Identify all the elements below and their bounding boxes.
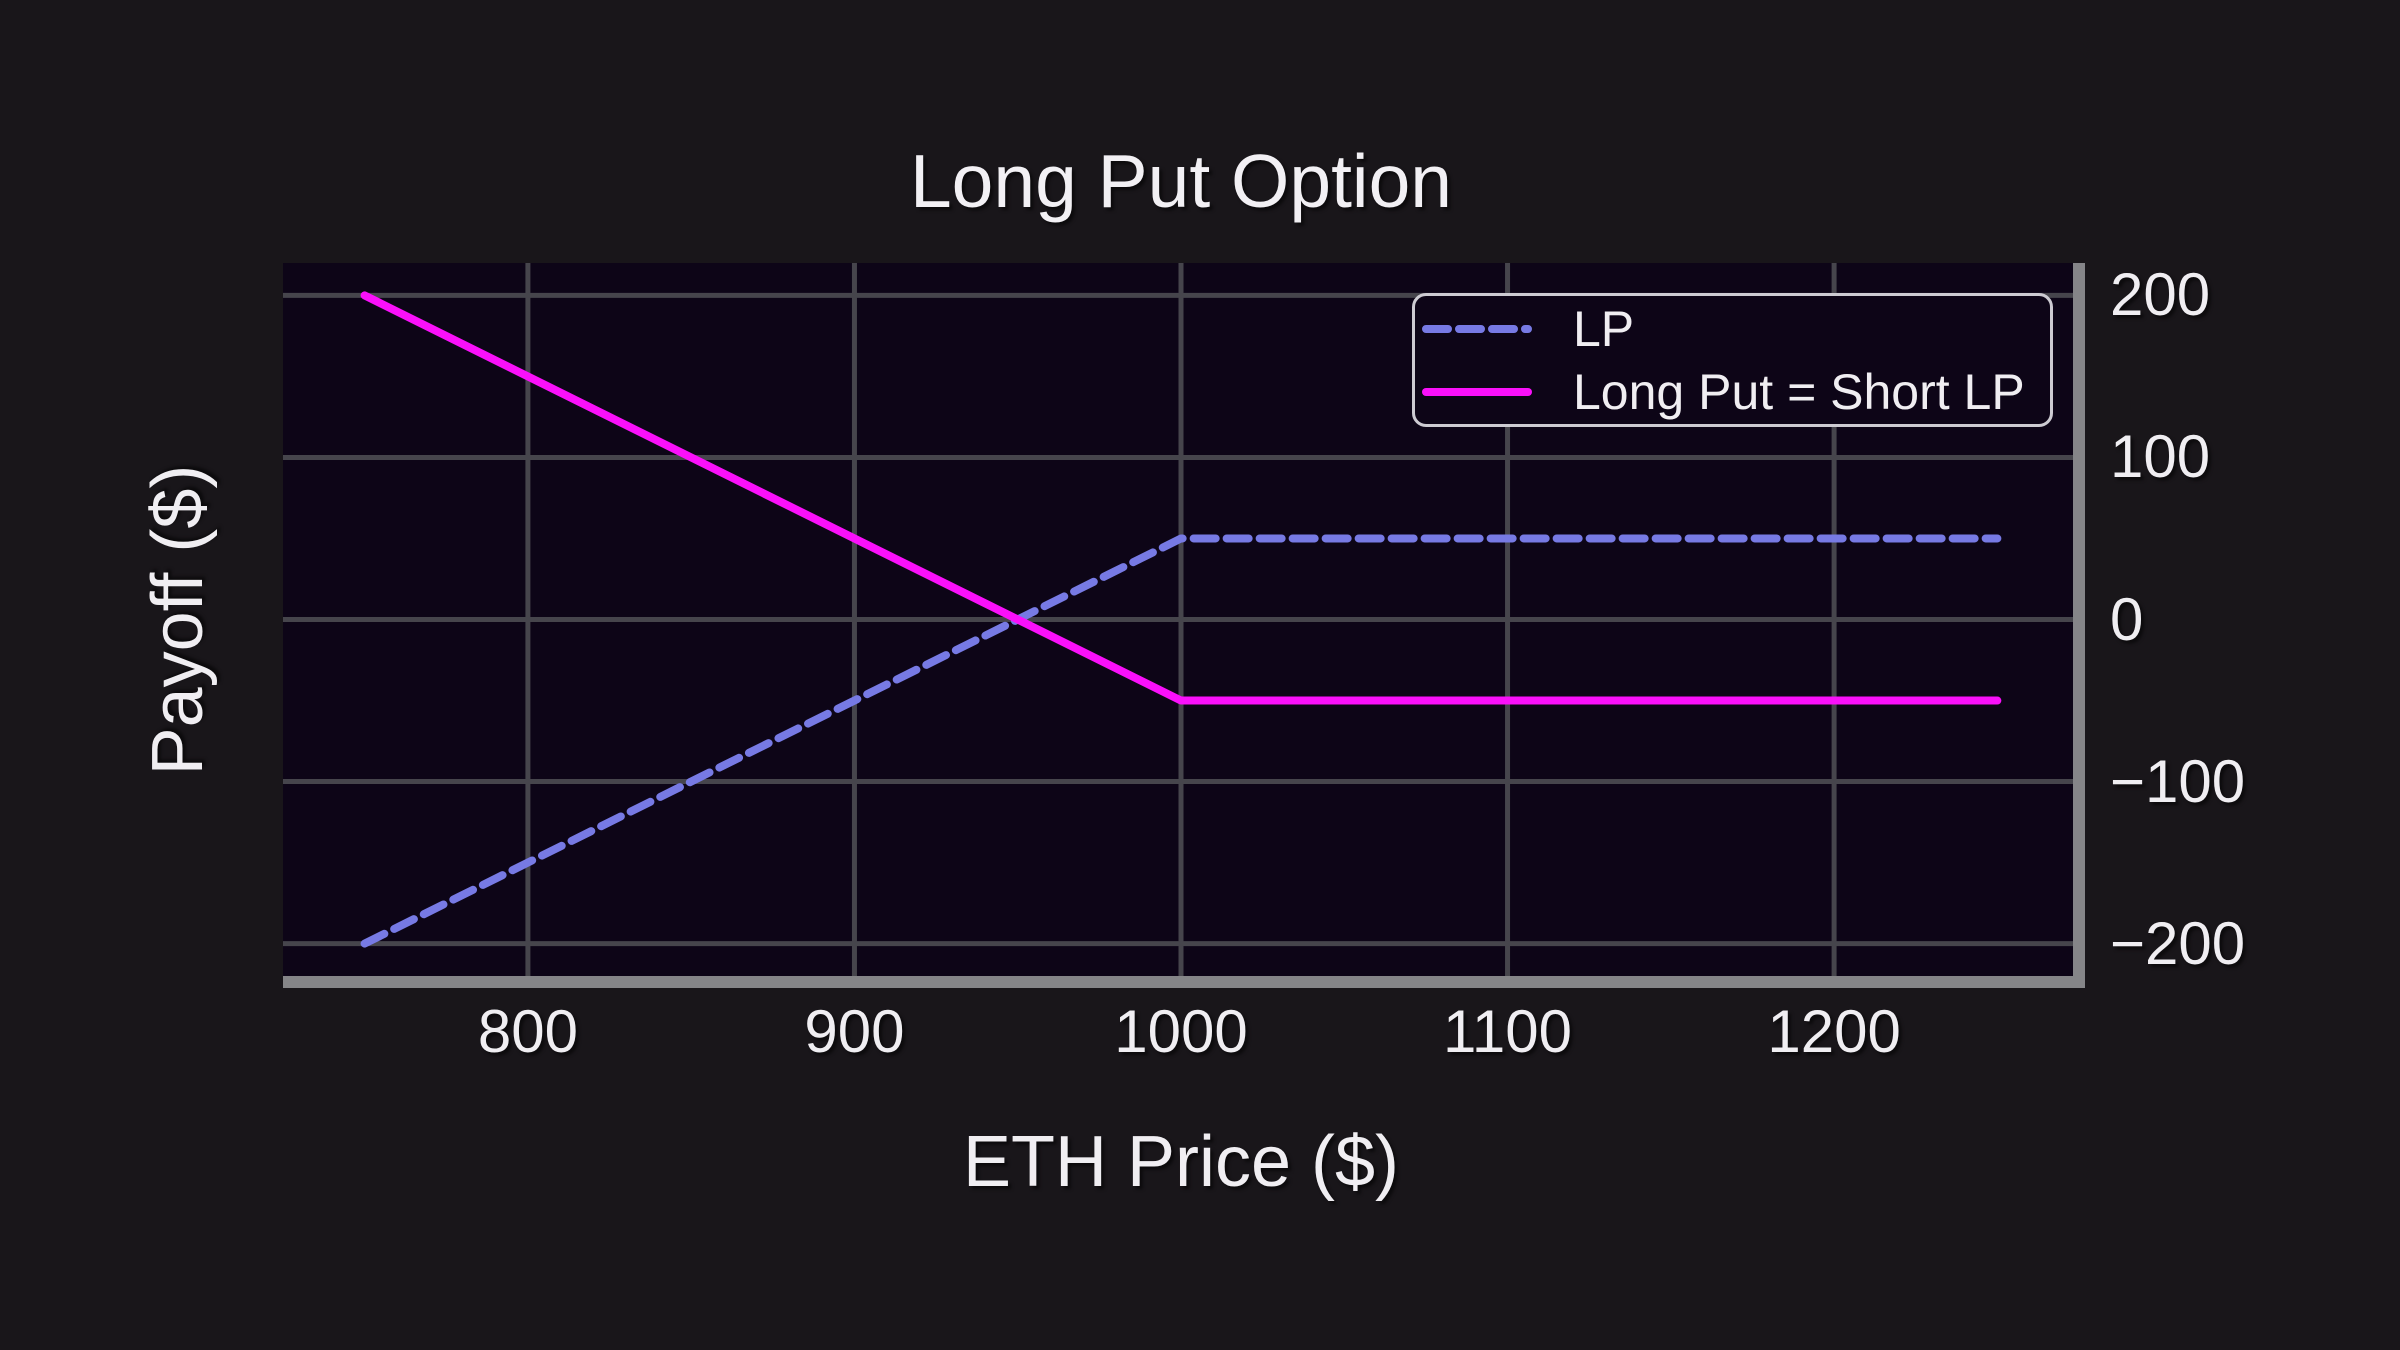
y-axis-label: Payoff ($) (138, 464, 218, 776)
legend: LP Long Put = Short LP (1412, 293, 2053, 427)
series-line-lp (360, 534, 2002, 948)
x-tick-1100: 1100 (1443, 998, 1573, 1065)
legend-item-long-put-short-lp: Long Put = Short LP (1421, 360, 2050, 423)
payoff-lines-canvas (283, 263, 2079, 976)
y-tick-0: 0 (2110, 585, 2144, 653)
y-tick-200: 200 (2110, 261, 2211, 329)
legend-label: LP (1573, 300, 1635, 357)
legend-label: Long Put = Short LP (1573, 363, 2025, 420)
legend-dashed-line-swatch (1422, 324, 1532, 333)
legend-item-lp: LP (1421, 297, 2050, 360)
y-tick--100: −100 (2110, 747, 2246, 815)
x-axis-label: ETH Price ($) (962, 1122, 1400, 1202)
y-axis-spine (2073, 263, 2085, 988)
x-tick-900: 900 (804, 998, 905, 1065)
legend-solid-line-swatch (1422, 387, 1532, 396)
x-tick-1200: 1200 (1767, 998, 1901, 1065)
x-tick-800: 800 (477, 998, 578, 1065)
chart-title: Long Put Option (909, 139, 1453, 223)
x-tick-1000: 1000 (1114, 998, 1248, 1065)
series-line-long-put-short-lp (360, 291, 2002, 705)
y-tick-100: 100 (2110, 423, 2211, 491)
x-axis-spine (283, 976, 2085, 988)
y-tick--200: −200 (2110, 909, 2246, 977)
